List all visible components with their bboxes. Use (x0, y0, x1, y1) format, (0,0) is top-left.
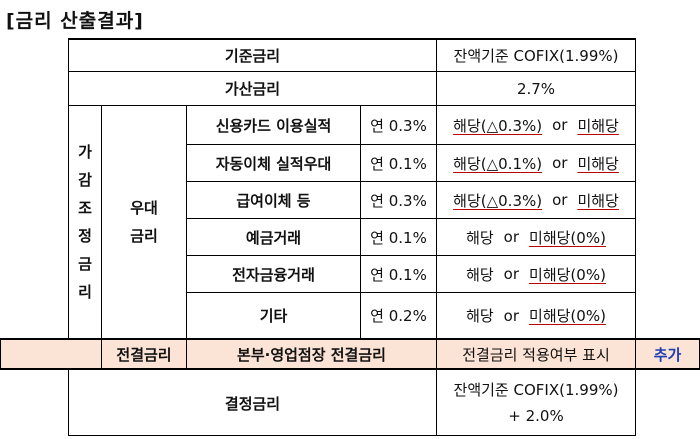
spread-rate-value: 2.7% (516, 79, 556, 98)
branch-rate-name: 본부·영업점장 전결금리 (237, 345, 386, 364)
item-choice: 해당(△0.1%) or 미해당 (453, 154, 619, 173)
branch-row-highlight (0, 338, 700, 370)
item-rate: 연 0.3% (370, 116, 427, 135)
applicable-option[interactable]: 해당(△0.3%) (453, 191, 543, 210)
item-choice: 해당 or 미해당(0%) (466, 228, 606, 247)
item-name: 신용카드 이용실적 (215, 116, 332, 135)
applicable-option[interactable]: 해당 (466, 307, 494, 325)
final-rate-value: 잔액기준 COFIX(1.99%) + 2.0% (453, 381, 619, 425)
applicable-option[interactable]: 해당(△0.3%) (453, 116, 543, 135)
final-rate-label: 결정금리 (224, 394, 281, 413)
applicable-option[interactable]: 해당(△0.1%) (453, 154, 543, 173)
not-applicable-option[interactable]: 미해당 (577, 191, 619, 210)
page-title: [금리 산출결과] (6, 10, 144, 32)
base-rate-label: 기준금리 (224, 47, 281, 65)
branch-rate-value: 전결금리 적용여부 표시 (462, 345, 610, 364)
applicable-option[interactable]: 해당 (466, 265, 494, 284)
item-choice: 해당 or 미해당(0%) (466, 306, 606, 326)
item-rate: 연 0.3% (370, 191, 427, 210)
add-button[interactable]: 추가 (653, 345, 682, 364)
not-applicable-option[interactable]: 미해당 (577, 116, 619, 135)
item-rate: 연 0.1% (370, 228, 427, 247)
preferential-rate-group-label: 우대 금리 (130, 199, 158, 245)
item-name: 기타 (259, 307, 288, 325)
item-rate: 연 0.1% (370, 265, 427, 284)
base-rate-value: 잔액기준 COFIX(1.99%) (453, 47, 619, 65)
applicable-option[interactable]: 해당 (466, 228, 494, 247)
item-choice: 해당(△0.3%) or 미해당 (453, 116, 619, 135)
item-name: 예금거래 (245, 228, 302, 247)
item-choice: 해당(△0.3%) or 미해당 (453, 191, 619, 210)
not-applicable-option[interactable]: 미해당(0%) (529, 265, 606, 284)
not-applicable-option[interactable]: 미해당 (577, 154, 619, 173)
item-name: 자동이체 실적우대 (215, 154, 332, 173)
item-name: 급여이체 등 (236, 191, 311, 210)
item-rate: 연 0.1% (370, 154, 427, 173)
branch-group-label: 전결금리 (116, 345, 172, 364)
item-choice: 해당 or 미해당(0%) (466, 265, 606, 284)
spread-rate-label: 가산금리 (224, 80, 281, 98)
item-name: 전자금융거래 (232, 265, 315, 284)
adjust-rate-group-label: 가 감 조 정 금 리 (78, 143, 92, 301)
item-rate: 연 0.2% (370, 307, 427, 325)
not-applicable-option[interactable]: 미해당(0%) (529, 307, 606, 325)
not-applicable-option[interactable]: 미해당(0%) (529, 228, 606, 247)
